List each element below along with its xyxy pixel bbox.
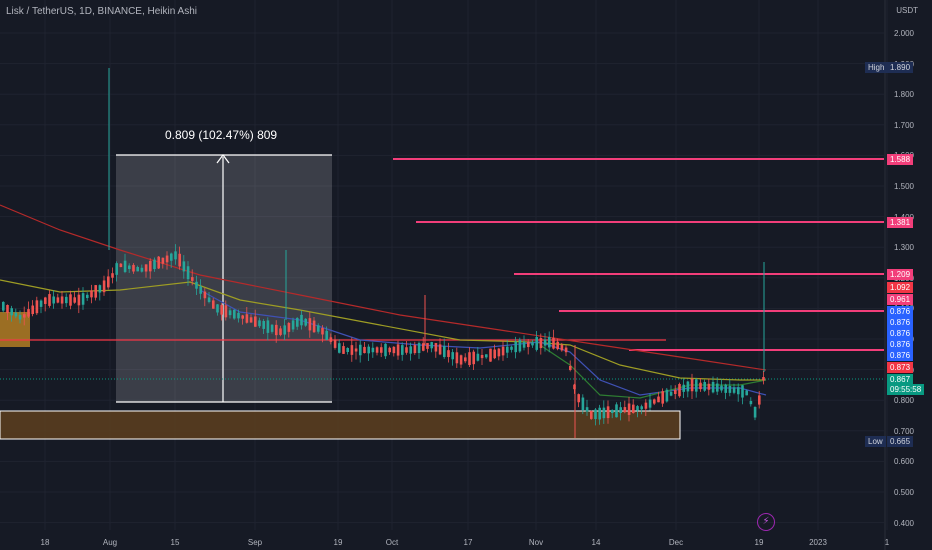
x-tick: Aug [102, 538, 118, 547]
x-tick: 19 [754, 538, 764, 547]
y-tick: 0.700 [893, 426, 914, 436]
y-tick: 1.800 [893, 90, 914, 100]
currency-label: USDT [896, 6, 918, 15]
y-tick: 0.800 [893, 396, 914, 406]
price-label: 1.092 [887, 282, 914, 293]
high-tag: High [865, 62, 888, 73]
price-label: 09:55:58 [887, 384, 925, 395]
price-label: 0.876 [887, 350, 914, 361]
price-label: 0.876 [887, 306, 914, 317]
x-tick: 1 [884, 538, 890, 547]
x-tick: 18 [40, 538, 50, 547]
ma-olive-line [0, 279, 766, 381]
price-label: 1.588 [887, 154, 914, 165]
low-tag: Low [865, 436, 886, 447]
ma-red-line [0, 204, 767, 371]
y-tick: 1.500 [893, 182, 914, 191]
x-tick: 14 [591, 538, 601, 547]
x-tick: 17 [463, 538, 473, 547]
price-label: 0.867 [887, 374, 914, 385]
lightning-icon[interactable]: ⚡ [757, 513, 775, 531]
y-tick: 0.600 [893, 457, 914, 467]
y-tick: 2.000 [893, 29, 914, 38]
x-tick: Oct [385, 538, 399, 547]
x-tick: Nov [528, 538, 544, 547]
price-label: 0.876 [887, 317, 914, 328]
chart-title: Lisk / TetherUS, 1D, BINANCE, Heikin Ash… [6, 6, 197, 17]
y-tick: 0.500 [893, 488, 914, 497]
left-zone[interactable] [0, 312, 30, 347]
measure-label: 0.809 (102.47%) 809 [165, 128, 278, 142]
y-tick: 1.700 [893, 120, 914, 130]
candles [2, 68, 765, 438]
y-tick: 0.400 [893, 518, 914, 528]
price-label: 0.876 [887, 328, 914, 339]
high-value: 1.890 [887, 62, 914, 73]
support-zone[interactable] [0, 410, 681, 440]
measure-zone[interactable] [116, 155, 332, 402]
price-label: 0.873 [887, 362, 914, 373]
x-tick: 19 [333, 538, 343, 547]
low-value: 0.665 [887, 436, 914, 447]
x-tick: 15 [170, 538, 180, 547]
x-tick: Sep [247, 538, 263, 547]
y-tick: 1.300 [893, 243, 914, 253]
price-label: 1.381 [887, 217, 914, 228]
x-tick: Dec [668, 538, 684, 547]
price-label: 0.876 [887, 339, 914, 350]
measure-arrow-head [216, 154, 230, 164]
price-label: 1.209 [887, 269, 914, 280]
price-label: 0.961 [887, 294, 914, 305]
x-tick: 2023 [809, 538, 827, 547]
